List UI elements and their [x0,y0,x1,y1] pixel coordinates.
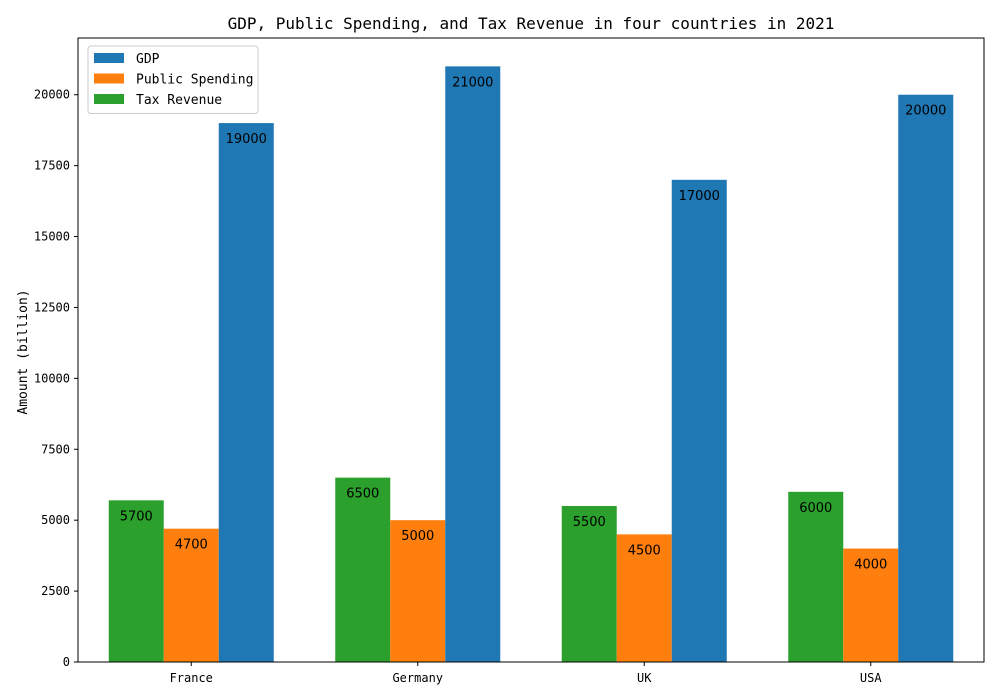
legend-label-tax-revenue: Tax Revenue [136,93,222,108]
x-tick-label-usa: USA [860,671,882,685]
data-label-public-spending-uk: 4500 [628,543,661,558]
y-tick-label-5000: 5000 [41,513,70,527]
bar-gdp-germany [445,66,501,662]
data-label-gdp-france: 19000 [226,132,267,147]
y-axis-title: Amount (billion) [16,289,31,414]
chart-title: GDP, Public Spending, and Tax Revenue in… [228,14,835,33]
legend: GDP Public Spending Tax Revenue [87,45,259,114]
y-tick-label-7500: 7500 [41,442,70,456]
y-tick-label-2500: 2500 [41,584,70,598]
bar-public-spending-germany [390,520,446,662]
x-tick-label-germany: Germany [392,671,443,685]
data-label-tax-revenue-france: 5700 [120,509,153,524]
bar-public-spending-usa [843,548,899,662]
data-label-gdp-uk: 17000 [679,189,720,204]
y-tick-label-12500: 12500 [34,300,70,314]
bars-layer [108,66,954,662]
data-label-public-spending-france: 4700 [175,538,208,553]
legend-swatch-public-spending [94,73,124,84]
data-label-gdp-usa: 20000 [905,104,946,119]
data-label-tax-revenue-germany: 6500 [346,487,379,502]
bar-labels-layer: 5700 4700 19000 6500 5000 21000 5500 4500 17000 6… [120,75,947,572]
axes-layer: France Germany UK USA 0 2500 5000 7500 10000 1250… [34,37,985,685]
y-tick-label-0: 0 [63,655,70,669]
x-tick-label-uk: UK [637,671,652,685]
data-label-public-spending-germany: 5000 [401,529,434,544]
y-tick-label-15000: 15000 [34,230,70,244]
bar-public-spending-france [163,528,219,662]
data-label-public-spending-usa: 4000 [854,558,887,573]
bar-tax-revenue-france [108,500,164,662]
bar-public-spending-uk [616,534,672,662]
data-label-tax-revenue-uk: 5500 [573,515,606,530]
legend-label-public-spending: Public Spending [136,73,253,88]
data-label-tax-revenue-usa: 6000 [799,501,832,516]
bar-gdp-uk [671,179,727,662]
plot-frame [77,37,985,663]
bar-gdp-france [218,123,274,662]
bar-tax-revenue-uk [561,506,617,662]
y-tick-label-20000: 20000 [34,88,70,102]
legend-swatch-gdp [94,53,124,63]
x-tick-label-france: France [170,671,213,685]
bar-gdp-usa [898,94,954,662]
bar-tax-revenue-germany [335,477,391,662]
legend-swatch-tax-revenue [94,94,124,104]
data-label-gdp-germany: 21000 [452,75,493,90]
y-tick-label-17500: 17500 [34,159,70,173]
legend-box [87,45,259,114]
legend-label-gdp: GDP [136,52,160,67]
bar-tax-revenue-usa [788,491,844,662]
y-tick-label-10000: 10000 [34,371,70,385]
